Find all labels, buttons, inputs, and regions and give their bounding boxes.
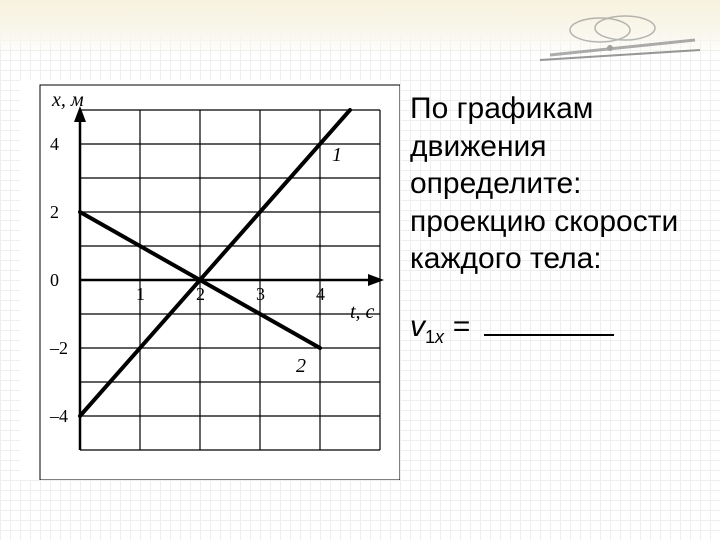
svg-text:x, м: x, м — [51, 89, 84, 111]
svg-text:3: 3 — [256, 284, 265, 304]
text-panel: По графикам движения определите: проекци… — [400, 80, 700, 520]
svg-text:2: 2 — [50, 202, 59, 222]
answer-blank[interactable] — [484, 306, 614, 336]
content-area: 1 2 3 4 –4 –2 0 2 4 x, м t, с 1 2 По графикам движен… — [0, 0, 720, 540]
formula-var: v — [410, 310, 425, 343]
formula-equals: = — [452, 310, 470, 343]
svg-text:4: 4 — [50, 134, 59, 154]
formula-sub-var: x — [435, 327, 444, 347]
chart-container: 1 2 3 4 –4 –2 0 2 4 x, м t, с 1 2 — [20, 80, 400, 480]
formula-sub-num: 1 — [425, 327, 435, 347]
svg-text:4: 4 — [316, 284, 325, 304]
motion-chart: 1 2 3 4 –4 –2 0 2 4 x, м t, с 1 2 — [20, 80, 400, 480]
svg-text:2: 2 — [296, 355, 306, 377]
svg-text:–4: –4 — [49, 406, 68, 426]
svg-text:2: 2 — [196, 284, 205, 304]
formula-line: v1x = — [410, 306, 700, 348]
svg-text:–2: –2 — [49, 338, 68, 358]
svg-text:0: 0 — [50, 270, 59, 290]
question-text: По графикам движения определите: проекци… — [410, 90, 700, 278]
svg-text:t, с: t, с — [350, 301, 375, 323]
svg-text:1: 1 — [136, 284, 145, 304]
svg-text:1: 1 — [332, 144, 342, 166]
